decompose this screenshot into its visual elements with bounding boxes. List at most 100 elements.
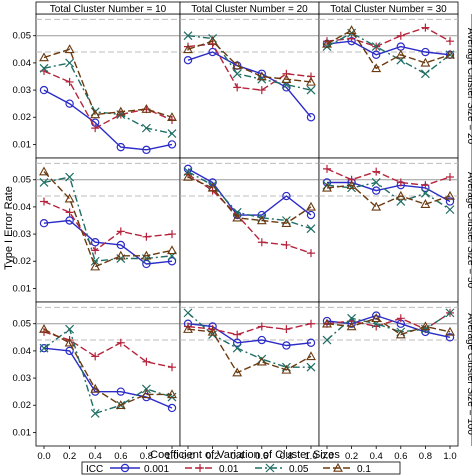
series-line <box>43 347 173 409</box>
data-point <box>346 25 357 35</box>
data-point <box>39 219 49 228</box>
series-0.1 <box>39 44 177 121</box>
y-tick-label: 0.03 <box>13 373 32 384</box>
legend-label: 0.1 <box>357 464 371 475</box>
data-point <box>168 363 176 372</box>
data-point <box>420 69 430 79</box>
panel-frame <box>35 157 181 303</box>
data-point <box>257 69 266 78</box>
series-line <box>187 51 312 118</box>
data-point <box>420 199 431 208</box>
data-point <box>306 210 316 220</box>
data-point <box>233 330 242 339</box>
x-tick-label: 1.0 <box>304 451 317 462</box>
series-line <box>43 62 173 135</box>
data-point <box>257 238 266 247</box>
series-line <box>43 328 173 415</box>
data-point <box>395 329 406 339</box>
data-point <box>347 175 356 184</box>
x-tick-label: 0.8 <box>140 451 153 462</box>
panel-r1-c1 <box>179 157 320 303</box>
axes-layer: Total Cluster Number = 10 Total Cluster N… <box>13 1 472 462</box>
legend-item-0.05: 0.05 <box>255 463 309 475</box>
data-point <box>347 34 356 43</box>
series-line <box>187 173 312 254</box>
panel-frame <box>35 301 181 447</box>
data-point <box>183 55 193 65</box>
data-point <box>39 63 49 73</box>
data-point <box>232 338 242 347</box>
data-point <box>183 308 193 318</box>
data-point <box>333 462 343 472</box>
x-tick-label: 0.2 <box>206 451 219 462</box>
data-point <box>90 383 101 393</box>
data-point <box>64 44 75 54</box>
data-point <box>421 47 430 57</box>
data-point <box>445 326 455 336</box>
panel-r0-c2 <box>318 13 459 159</box>
data-point <box>420 188 430 198</box>
data-point <box>120 463 130 473</box>
x-tick-label: 0.6 <box>255 451 268 462</box>
data-point <box>167 257 177 266</box>
data-point <box>281 364 292 374</box>
data-point <box>167 129 177 138</box>
data-point <box>65 336 74 345</box>
data-point <box>232 60 243 70</box>
panel-r0-c0 <box>35 13 181 159</box>
x-tick-label: 0.2 <box>345 451 358 462</box>
data-point <box>116 387 126 396</box>
data-point <box>257 210 266 220</box>
panel-r2-c2 <box>318 301 459 447</box>
data-point <box>232 343 242 353</box>
series-line <box>43 331 173 368</box>
data-point <box>39 343 49 353</box>
series-line <box>187 40 312 83</box>
data-point <box>322 178 332 187</box>
data-point <box>167 140 177 149</box>
data-point <box>142 145 151 155</box>
series-0.1 <box>322 180 455 211</box>
data-point <box>232 69 242 79</box>
legend-item-0.01: 0.01 <box>185 464 239 475</box>
data-point <box>39 178 49 187</box>
series-line <box>326 312 451 330</box>
data-point <box>346 180 357 189</box>
data-point <box>372 50 381 59</box>
data-point <box>371 42 381 52</box>
data-point <box>39 343 49 353</box>
data-point <box>372 186 381 195</box>
data-point <box>306 85 316 95</box>
series-line <box>43 89 173 151</box>
x-tick-label: 0.6 <box>114 451 127 462</box>
legend-box <box>81 461 401 475</box>
data-point <box>371 63 382 73</box>
data-point <box>371 178 381 187</box>
data-point <box>65 172 75 182</box>
data-point <box>306 224 316 234</box>
data-point <box>446 173 454 182</box>
data-point <box>184 322 192 331</box>
data-point <box>65 324 75 334</box>
data-point <box>65 346 74 356</box>
data-point <box>207 182 218 192</box>
series-line <box>326 312 451 341</box>
data-point <box>372 311 381 320</box>
x-tick-label: 0.8 <box>280 451 293 462</box>
data-point <box>116 227 125 236</box>
data-point <box>167 403 177 413</box>
row-label: Average Cluster Size = 50 <box>465 172 472 289</box>
data-point <box>372 167 381 176</box>
y-tick-label: 0.05 <box>13 175 32 186</box>
column-header-label: Total Cluster Number = 10 <box>50 4 167 15</box>
legend: ICC 0.001 0.01 0.05 0.1 <box>81 461 401 475</box>
data-point <box>40 197 48 206</box>
data-point <box>306 351 316 361</box>
y-tick-label: 0.04 <box>13 346 32 357</box>
data-point <box>65 58 75 68</box>
series-line <box>326 168 451 186</box>
data-point <box>420 57 431 67</box>
row-label: Average Cluster Size = 20 <box>465 28 472 145</box>
x-tick-label: 1.0 <box>443 451 456 462</box>
y-tick-label: 0.01 <box>13 427 32 438</box>
